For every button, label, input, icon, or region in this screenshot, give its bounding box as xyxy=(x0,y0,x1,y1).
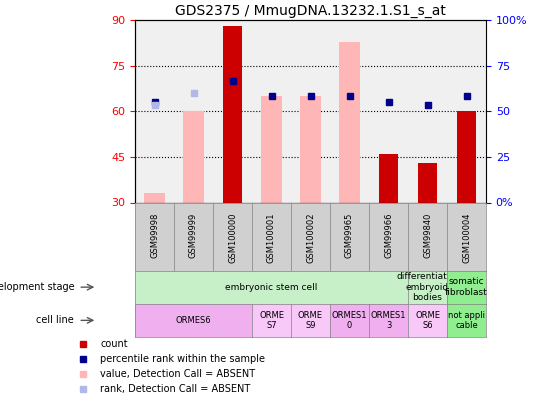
Text: value, Detection Call = ABSENT: value, Detection Call = ABSENT xyxy=(100,369,255,379)
Text: embryonic stem cell: embryonic stem cell xyxy=(225,283,318,292)
Bar xyxy=(339,42,360,202)
Bar xyxy=(379,154,399,202)
Text: GSM99998: GSM99998 xyxy=(150,213,159,258)
Text: GSM99966: GSM99966 xyxy=(384,213,393,258)
Bar xyxy=(144,194,165,202)
Bar xyxy=(418,163,437,202)
Text: GSM99999: GSM99999 xyxy=(189,213,198,258)
Text: ORME
S7: ORME S7 xyxy=(259,311,284,330)
Bar xyxy=(261,96,282,202)
Text: not appli
cable: not appli cable xyxy=(448,311,485,330)
Text: percentile rank within the sample: percentile rank within the sample xyxy=(100,354,266,364)
Text: ORME
S6: ORME S6 xyxy=(415,311,440,330)
Bar xyxy=(183,111,204,202)
Bar xyxy=(457,111,476,202)
Text: cell line: cell line xyxy=(37,315,75,325)
Text: rank, Detection Call = ABSENT: rank, Detection Call = ABSENT xyxy=(100,384,251,394)
Text: GSM100001: GSM100001 xyxy=(267,213,276,263)
Bar xyxy=(300,96,321,202)
Text: GSM100002: GSM100002 xyxy=(306,213,315,263)
Text: ORMES1
0: ORMES1 0 xyxy=(332,311,367,330)
Text: ORME
S9: ORME S9 xyxy=(298,311,323,330)
Text: count: count xyxy=(100,339,128,350)
Text: ORMES1
3: ORMES1 3 xyxy=(371,311,406,330)
Text: GSM100000: GSM100000 xyxy=(228,213,237,263)
Text: differentiated
embryoid
bodies: differentiated embryoid bodies xyxy=(396,272,458,302)
Text: somatic
fibroblast: somatic fibroblast xyxy=(445,277,488,297)
Text: development stage: development stage xyxy=(0,282,75,292)
Bar xyxy=(223,26,242,202)
Title: GDS2375 / MmugDNA.13232.1.S1_s_at: GDS2375 / MmugDNA.13232.1.S1_s_at xyxy=(175,4,446,18)
Text: GSM100004: GSM100004 xyxy=(462,213,471,263)
Text: GSM99965: GSM99965 xyxy=(345,213,354,258)
Text: GSM99840: GSM99840 xyxy=(423,213,432,258)
Text: ORMES6: ORMES6 xyxy=(176,316,211,325)
